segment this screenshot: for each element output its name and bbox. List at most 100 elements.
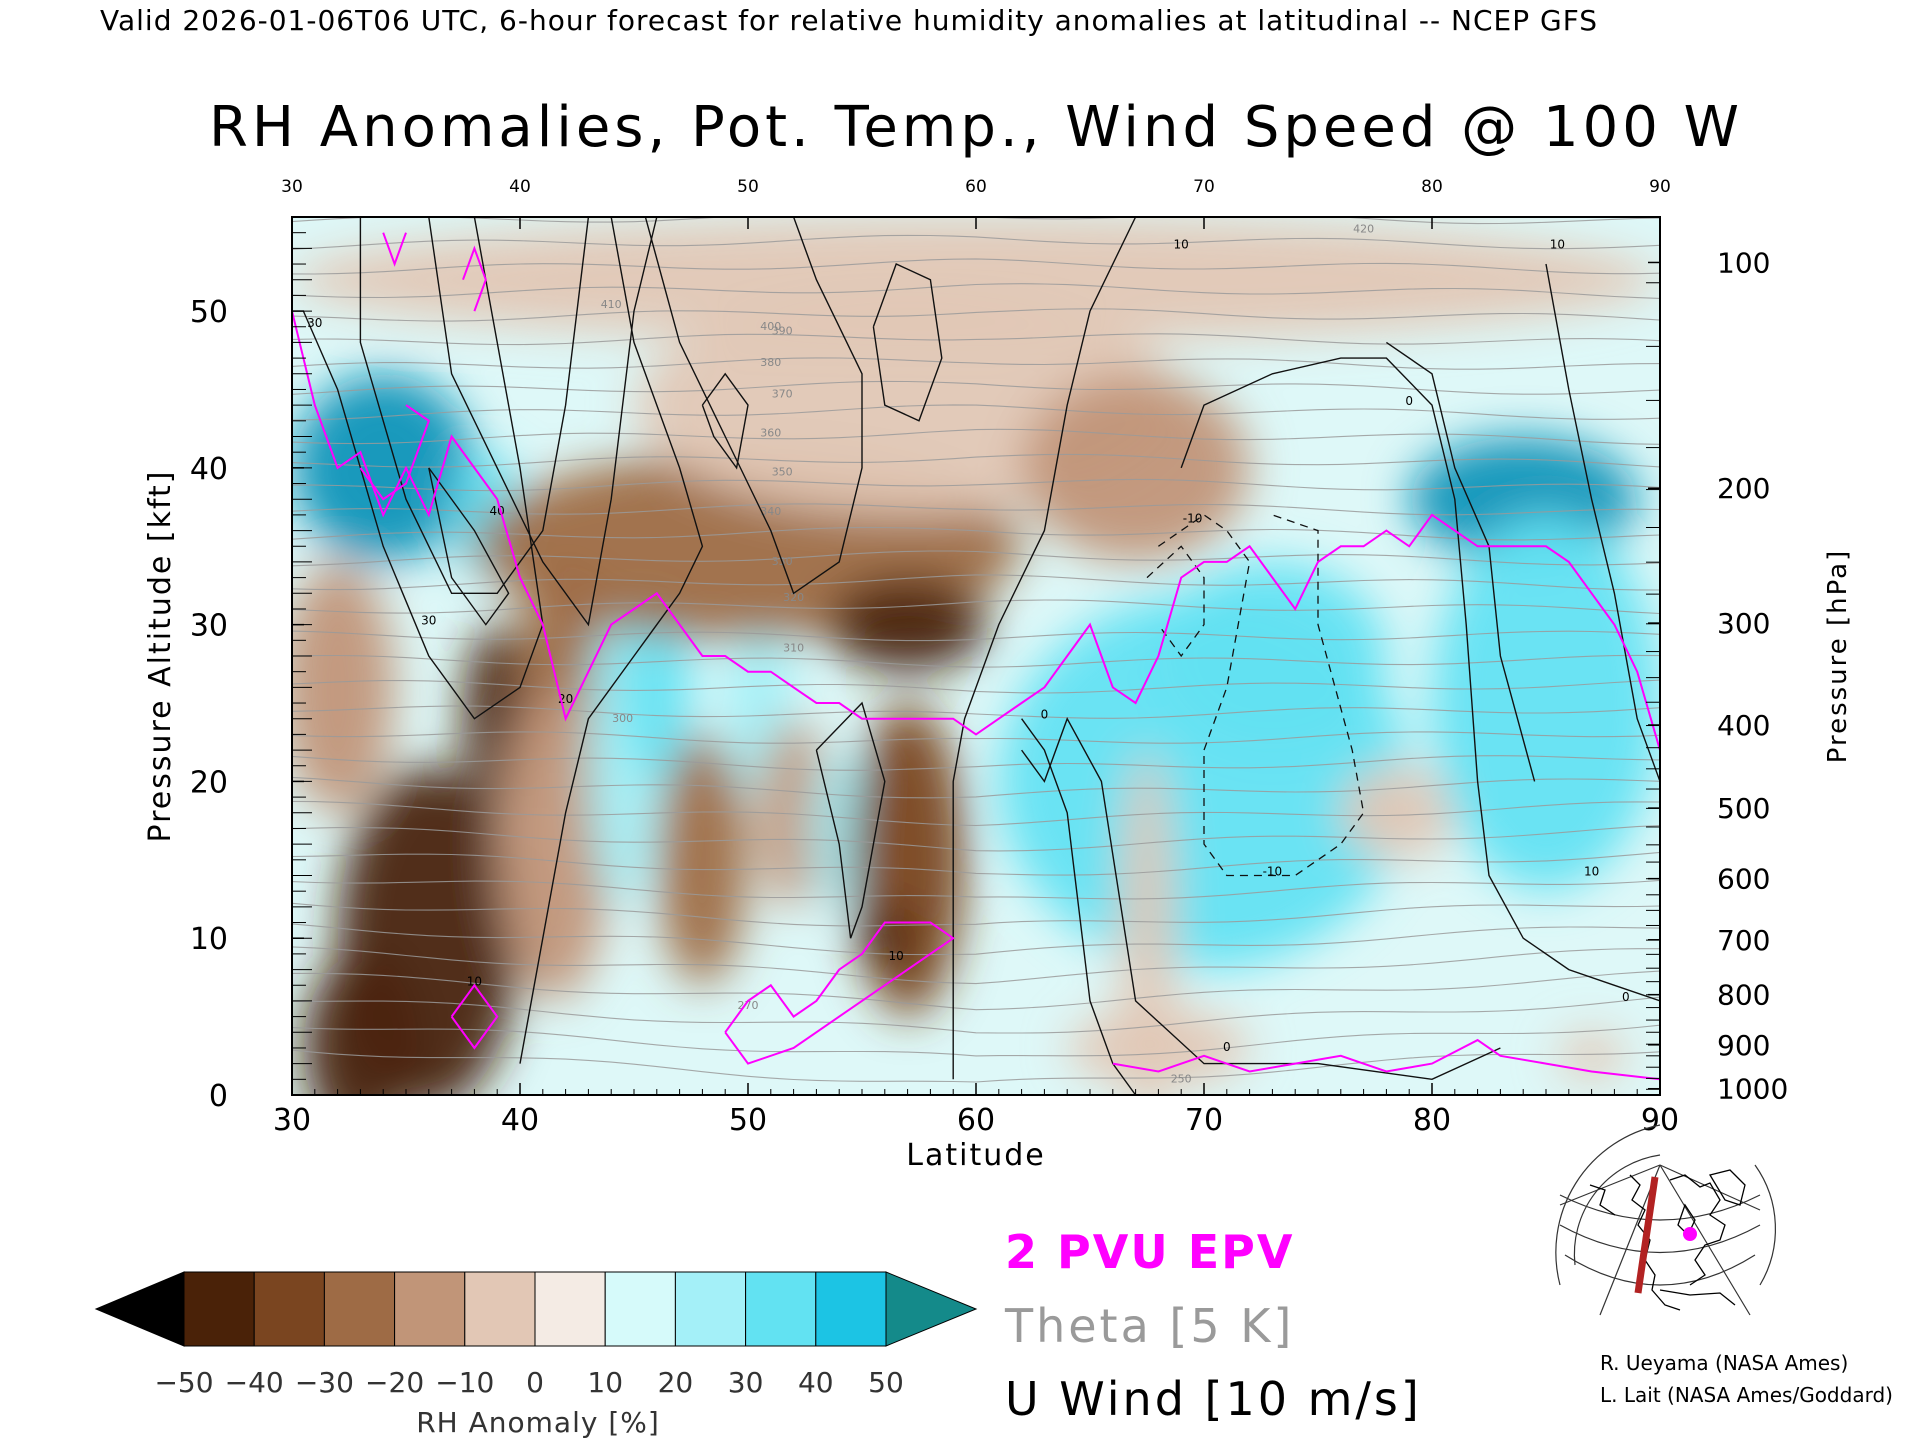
colorbar-tick--50: −50	[154, 1366, 213, 1399]
theta-contour-2	[292, 996, 1660, 1034]
theta-contour-5	[292, 923, 1660, 956]
x-tick-label-top-40: 40	[509, 177, 531, 197]
x-tick-label-50: 50	[729, 1103, 767, 1138]
theta-contour-18	[292, 599, 1660, 615]
x-tick-label-70: 70	[1185, 1103, 1223, 1138]
theta-contour-4	[292, 946, 1660, 985]
theta-contour-6	[292, 902, 1660, 927]
axes: 3030404050506060707080809090010203040501…	[190, 177, 1788, 1138]
theta-label-320: 320	[783, 591, 804, 604]
uwind-contour-4	[644, 217, 863, 595]
valid-time-line: Valid 2026-01-06T06 UTC, 6-hour forecast…	[100, 4, 1598, 37]
colorbar-under-arrow	[94, 1271, 185, 1347]
epv-feature-0	[359, 404, 431, 501]
theta-contour-31	[292, 283, 1660, 299]
uwind-contour-12	[1386, 341, 1536, 782]
x-tick-label-80: 80	[1413, 1103, 1451, 1138]
theta-contour-28	[292, 357, 1660, 370]
x-tick-label-60: 60	[957, 1103, 995, 1138]
uwind-label-13: 10	[889, 949, 904, 963]
anomaly-blob-7	[497, 687, 612, 1001]
colorbar-swatch-1	[253, 1271, 325, 1347]
colorbar-tick--40: −40	[225, 1366, 284, 1399]
p-tick-label-800: 800	[1717, 979, 1770, 1012]
theta-contour-1	[292, 1024, 1660, 1057]
anomaly-blob-10	[656, 734, 749, 986]
theta-contour-17	[292, 630, 1660, 642]
uwind-label-12: 30	[307, 316, 322, 330]
anomaly-blob-17	[827, 577, 988, 672]
epv-2pvu-line-group	[292, 232, 1660, 1081]
theta-contours: 2502703003103203303403503603703803904004…	[292, 217, 1660, 1085]
plot-area: 2502703003103203303403503603703803904004…	[291, 216, 1661, 1096]
theta-label-400: 400	[760, 320, 781, 333]
uwind-label-0: 0	[1223, 1040, 1231, 1054]
uwind-label-10: 30	[421, 614, 436, 628]
y-tick-label-50: 50	[190, 295, 228, 330]
uwind-negative-contour-0	[1158, 514, 1365, 877]
epv-surface-line	[1112, 1038, 1660, 1081]
theta-contour-19	[292, 574, 1660, 591]
x-tick-label-90: 90	[1641, 1103, 1679, 1138]
theta-label-300: 300	[612, 712, 633, 725]
theta-contour-24	[292, 453, 1660, 468]
colorbar-swatch-0	[183, 1271, 255, 1347]
p-tick-label-1000: 1000	[1717, 1073, 1788, 1106]
uwind-contour-11	[1545, 263, 1660, 782]
colorbar-tick-50: 50	[868, 1366, 904, 1399]
anomaly-blob-5	[292, 561, 395, 813]
colorbar-tick-40: 40	[798, 1366, 834, 1399]
colorbar-tick--30: −30	[295, 1366, 354, 1399]
uwind-label-3: -10	[1263, 865, 1283, 879]
theta-label-390: 390	[772, 325, 793, 338]
p-tick-label-700: 700	[1717, 924, 1770, 957]
theta-contour-29	[292, 333, 1660, 346]
uwind-contour-10	[1180, 357, 1660, 1002]
theta-contour-32	[292, 258, 1660, 275]
y-axis-label-right: Pressure [hPa]	[1823, 549, 1853, 764]
colorbar-swatch-3	[394, 1271, 466, 1347]
anomaly-blob-26	[1067, 1008, 1250, 1088]
anomaly-blob-15	[857, 906, 913, 970]
anomaly-blob-25	[1158, 561, 1387, 751]
anomaly-blob-19	[1021, 373, 1250, 562]
p-tick-label-200: 200	[1717, 472, 1770, 505]
x-tick-label-top-30: 30	[281, 177, 303, 197]
theta-label-420: 420	[1353, 223, 1374, 236]
theta-label-360: 360	[760, 427, 781, 440]
theta-contour-26	[292, 404, 1660, 421]
y-tick-label-10: 10	[190, 922, 228, 957]
y-tick-label-0: 0	[209, 1079, 228, 1114]
map-background	[1560, 1165, 1760, 1315]
anomaly-blob-9	[622, 593, 691, 782]
uwind-label-7: 10	[1550, 237, 1565, 251]
colorbar-swatch-7	[674, 1271, 747, 1347]
chart-title: RH Anomalies, Pot. Temp., Wind Speed @ 1…	[209, 95, 1743, 160]
p-tick-label-600: 600	[1717, 863, 1770, 896]
x-tick-label-30: 30	[273, 1103, 311, 1138]
y-axis-label-left: Pressure Altitude [kft]	[143, 470, 178, 843]
theta-label-250: 250	[1171, 1072, 1192, 1085]
theta-label-310: 310	[783, 641, 804, 654]
theta-contour-10	[292, 800, 1660, 827]
legend-epv-label: 2 PVU EPV	[1005, 1225, 1294, 1279]
epv-feature-2	[382, 232, 407, 267]
p-tick-label-400: 400	[1717, 709, 1770, 742]
uwind-contour-5	[701, 372, 749, 470]
uwind-contour-9	[1021, 717, 1501, 1081]
colorbar-tick-0: 0	[526, 1366, 544, 1399]
colorbar-tick-30: 30	[728, 1366, 764, 1399]
uwind-contour-2	[428, 217, 658, 627]
anomaly-blob-12	[759, 718, 828, 907]
p-tick-label-900: 900	[1717, 1029, 1770, 1062]
y-tick-label-40: 40	[190, 452, 228, 487]
uwind-contour-13	[428, 467, 510, 626]
map-graticule	[1555, 1124, 1777, 1316]
colorbar-swatch-8	[745, 1271, 817, 1347]
colorbar-swatch-6	[604, 1271, 676, 1347]
credit-line-2: L. Lait (NASA Ames/Goddard)	[1600, 1383, 1893, 1407]
theta-contour-21	[292, 526, 1660, 541]
uwind-label-14: 0	[1041, 708, 1049, 722]
colorbar-swatch-9	[815, 1271, 887, 1347]
